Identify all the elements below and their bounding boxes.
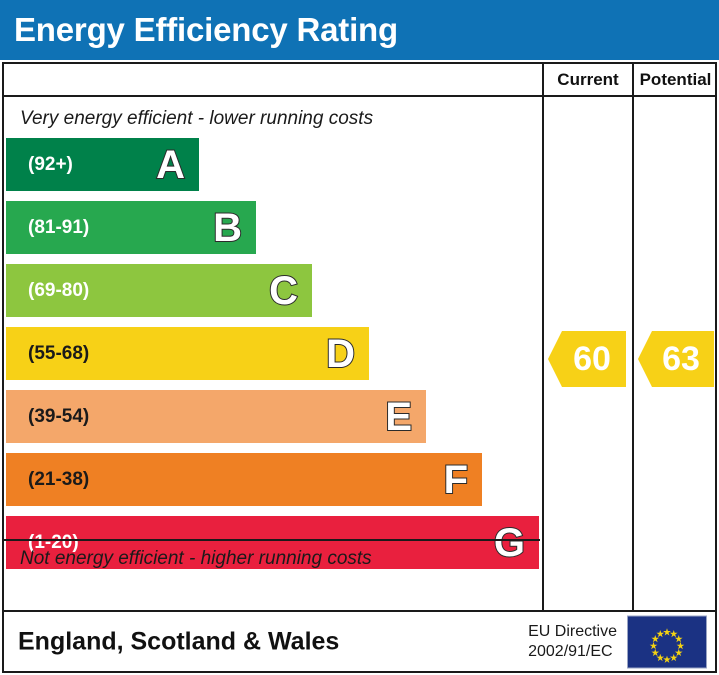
caption-divider: [4, 539, 540, 541]
band-letter-e: E: [384, 394, 413, 439]
band-range-e: (39-54): [28, 405, 90, 427]
band-letter-f: F: [443, 457, 469, 502]
eu-flag-icon: [627, 615, 707, 668]
band-letter-d: D: [325, 331, 356, 376]
eu-directive-line2: 2002/91/EC: [528, 642, 613, 660]
band-range-f: (21-38): [28, 468, 90, 490]
band-letter-b: B: [212, 205, 243, 250]
band-range-d: (55-68): [28, 342, 90, 364]
band-row-d: (55-68) D: [6, 327, 369, 380]
column-header-potential: Potential: [639, 70, 712, 89]
column-header-current: Current: [557, 70, 619, 89]
chart-footer: England, Scotland & Wales EU Directive 2…: [2, 612, 717, 673]
band-row-e: (39-54) E: [6, 390, 426, 443]
band-row-b: (81-91) B: [6, 201, 256, 254]
eu-directive-line1: EU Directive: [528, 622, 617, 640]
band-row-a: (92+) A: [6, 138, 199, 191]
band-letter-c: C: [268, 268, 299, 313]
column-separator-potential: [632, 64, 634, 610]
band-row-c: (69-80) C: [6, 264, 312, 317]
band-range-a: (92+): [28, 153, 73, 175]
current-rating-value: 60: [573, 340, 611, 378]
caption-very-efficient: Very energy efficient - lower running co…: [20, 108, 374, 129]
band-range-b: (81-91): [28, 216, 90, 238]
band-row-g: (1-20) G: [6, 516, 539, 569]
current-rating-marker: 60: [548, 331, 626, 387]
chart-title-bar: Energy Efficiency Rating: [0, 0, 719, 60]
potential-rating-value: 63: [662, 340, 700, 378]
potential-rating-marker: 63: [638, 331, 714, 387]
band-range-c: (69-80): [28, 279, 90, 301]
band-list: (92+) A (81-91) B (69-80) C (55-68) D (3…: [4, 64, 542, 610]
region-label: England, Scotland & Wales: [18, 627, 340, 655]
caption-not-efficient: Not energy efficient - higher running co…: [20, 548, 372, 569]
eu-directive-label: EU Directive 2002/91/EC: [528, 622, 617, 662]
column-separator-current: [542, 64, 544, 610]
band-range-g: (1-20): [28, 531, 79, 553]
band-letter-g: G: [493, 520, 526, 565]
band-row-f: (21-38) F: [6, 453, 482, 506]
table-header-row: Current Potential: [4, 64, 715, 97]
page-title: Energy Efficiency Rating: [14, 11, 398, 48]
band-letter-a: A: [155, 142, 186, 187]
